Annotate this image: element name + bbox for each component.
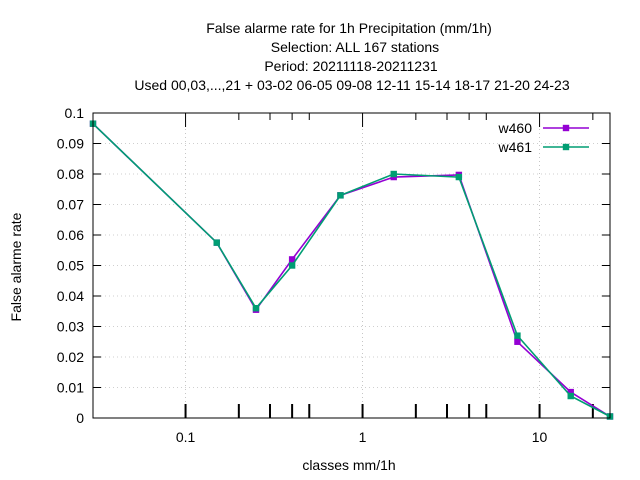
data-point-w460 xyxy=(514,338,521,345)
data-point-w461 xyxy=(455,173,463,181)
y-tick-label: 0.02 xyxy=(57,349,84,365)
plot-frame xyxy=(92,112,611,419)
data-point-w461 xyxy=(514,332,521,339)
y-tick-label: 0.09 xyxy=(57,136,84,152)
series-line-w460 xyxy=(92,123,611,418)
y-tick-label: 0.04 xyxy=(57,288,84,304)
x-tick-label: 0.1 xyxy=(176,429,196,445)
x-tick-label: 10 xyxy=(532,429,548,445)
legend: w460 w461 xyxy=(498,120,589,155)
legend-marker-w461 xyxy=(562,143,570,151)
y-tick-label: 0.03 xyxy=(57,319,84,335)
data-point-w460 xyxy=(288,256,296,263)
data-point-w461 xyxy=(337,192,344,199)
chart-title: False alarme rate for 1h Precipitation (… xyxy=(134,20,569,93)
data-point-w461 xyxy=(252,305,260,312)
y-tick-label: 0.06 xyxy=(57,227,84,243)
title-line-4: Used 00,03,...,21 + 03-02 06-05 09-08 12… xyxy=(134,77,569,93)
series-line-w461 xyxy=(92,123,611,418)
grid-lines xyxy=(93,113,610,418)
title-line-3: Period: 20211118-20211231 xyxy=(264,58,438,74)
y-tick-label: 0.08 xyxy=(57,166,84,182)
x-axis-label: classes mm/1h xyxy=(302,457,395,473)
y-tick-label: 0 xyxy=(76,410,84,426)
data-point-w461 xyxy=(390,170,397,178)
y-tick-label: 0.1 xyxy=(65,105,85,121)
legend-label-w460: w460 xyxy=(498,120,533,136)
data-point-w461 xyxy=(213,239,220,246)
title-line-1: False alarme rate for 1h Precipitation (… xyxy=(206,20,492,36)
axis-ticks: 0 0.01 0.02 0.03 0.04 0.05 0.06 0.07 0.08 0.09 0.1… xyxy=(57,105,610,445)
legend-label-w461: w461 xyxy=(498,139,533,155)
y-tick-label: 0.05 xyxy=(57,258,84,274)
data-point-w461 xyxy=(288,262,296,269)
y-axis-label: False alarme rate xyxy=(8,212,24,321)
title-line-2: Selection: ALL 167 stations xyxy=(271,39,439,55)
series-lines xyxy=(89,120,614,420)
data-point-w461 xyxy=(567,392,574,400)
y-tick-label: 0.01 xyxy=(57,380,84,396)
data-point-w460 xyxy=(567,388,574,396)
x-tick-label: 1 xyxy=(359,429,367,445)
legend-marker-w460 xyxy=(562,124,570,132)
y-tick-label: 0.07 xyxy=(57,197,84,213)
